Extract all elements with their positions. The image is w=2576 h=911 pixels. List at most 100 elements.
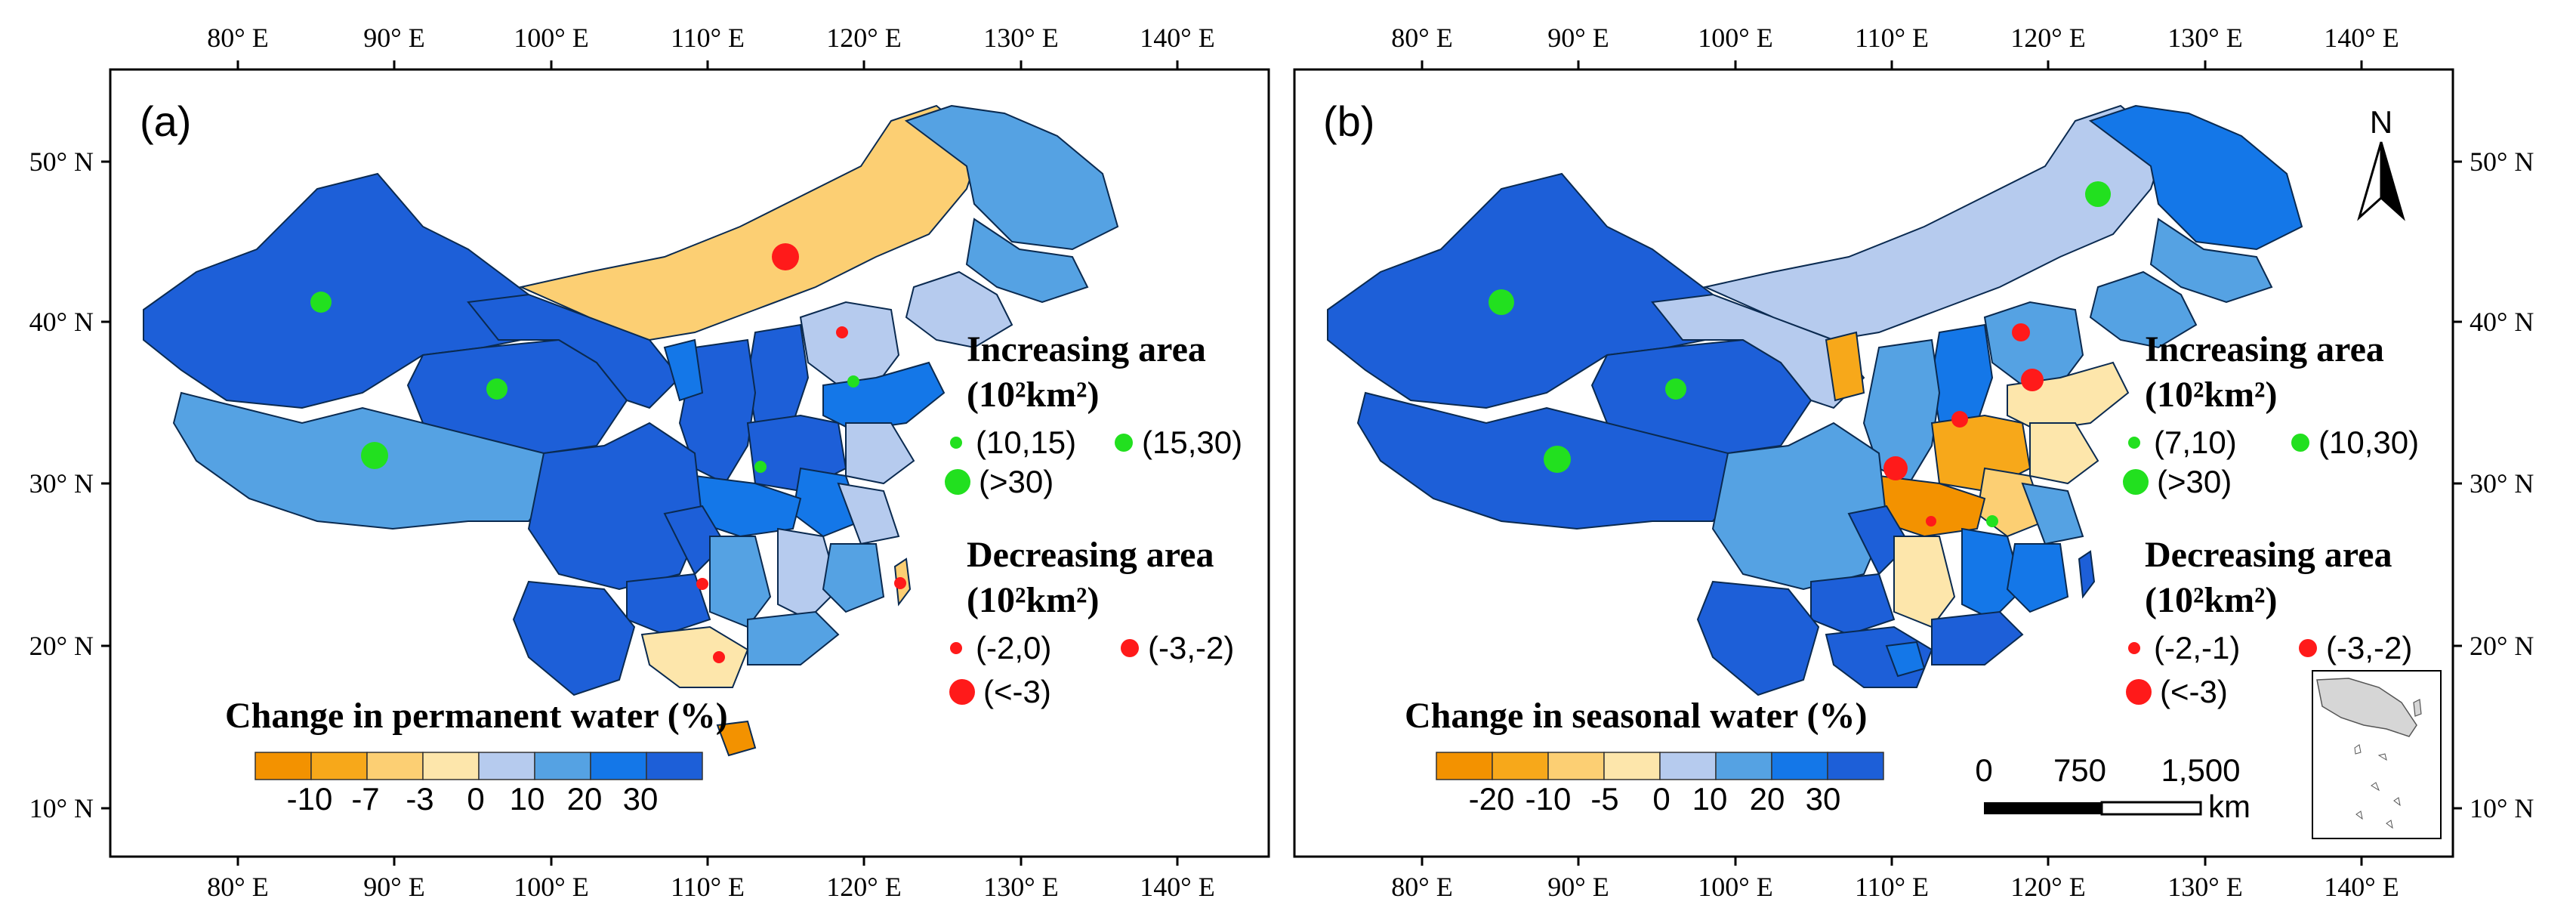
panel-a-label: (a) <box>140 97 191 145</box>
lon-tick-label: 140° E <box>2324 872 2399 902</box>
legend-dot-increase-small <box>2128 437 2140 449</box>
region-gansu <box>1651 293 1865 409</box>
lon-tick-label: 110° E <box>671 872 745 902</box>
color-swatch <box>1492 752 1549 780</box>
legend-dot-decrease-large <box>2126 679 2152 705</box>
scale-label: -10 <box>287 781 333 817</box>
color-swatch <box>1603 752 1661 780</box>
legend-label: (10,30) <box>2318 425 2419 460</box>
region-guangxi <box>640 625 749 688</box>
region-taiwan <box>2078 550 2096 599</box>
lon-tick-label: 120° E <box>826 872 901 902</box>
panel-b-legend-title: Change in seasonal water (%) <box>1405 696 1867 736</box>
lat-tick-label: 20° N <box>29 631 94 661</box>
color-swatch <box>1547 752 1605 780</box>
legend-label: (7,10) <box>2154 425 2237 460</box>
panel-b-map <box>1327 104 2303 696</box>
lon-tick-label: 100° E <box>1698 23 1772 53</box>
scale-bar-unit: km <box>2208 789 2251 824</box>
lon-tick-label: 80° E <box>1391 23 1452 53</box>
color-swatch <box>255 752 312 780</box>
lon-tick-label: 120° E <box>826 23 901 53</box>
marker-decrease <box>836 326 848 338</box>
lon-tick-label: 100° E <box>514 872 588 902</box>
region-qinghai <box>406 338 628 455</box>
panel-a-lon-ticks-bottom: 80° E 90° E 100° E 110° E 120° E 130° E … <box>207 857 1215 902</box>
marker-increase <box>754 461 767 473</box>
panel-b-size-legend: Increasing area (10²km²) (7,10) (10,30) … <box>2123 329 2419 709</box>
legend-label: (<-3) <box>983 674 1051 709</box>
scale-bar-white <box>2100 801 2202 816</box>
panel-b-color-scale <box>1436 752 1884 780</box>
increasing-heading: Increasing area <box>2145 329 2384 369</box>
legend-dot-decrease-small <box>2128 642 2140 654</box>
marker-increase <box>847 375 859 388</box>
region-hainan <box>1885 641 1926 678</box>
marker-decrease <box>713 651 725 663</box>
region-jiangxi <box>1961 527 2024 621</box>
region-qinghai <box>1590 338 1812 455</box>
region-fujian <box>2006 543 2069 613</box>
lon-tick-label: 120° E <box>2010 872 2085 902</box>
lon-tick-label: 130° E <box>983 23 1058 53</box>
color-swatch <box>1436 752 1493 780</box>
region-heilongjiang <box>904 104 1119 251</box>
north-arrow-label: N <box>2370 104 2392 140</box>
region-yunnan <box>1696 580 1820 696</box>
lat-tick-label: 30° N <box>2470 468 2534 499</box>
increasing-unit: (10²km²) <box>967 375 1099 415</box>
scale-bar-tick: 750 <box>2053 752 2106 788</box>
color-swatch <box>1659 752 1717 780</box>
color-swatch <box>646 752 703 780</box>
legend-dot-increase-large <box>945 469 970 495</box>
scale-bar: 0 750 1,500 km <box>1975 752 2251 824</box>
inset-map <box>2312 670 2442 839</box>
lon-tick-label: 140° E <box>1140 23 1214 53</box>
scale-label: -20 <box>1469 781 1515 817</box>
legend-label: (-3,-2) <box>2326 630 2412 665</box>
panel-a-map <box>143 104 1119 757</box>
legend-dot-increase-small <box>950 437 962 449</box>
lat-tick-label: 50° N <box>2470 147 2534 177</box>
panel-a-scale-labels: -10 -7 -3 0 10 20 30 <box>287 781 659 817</box>
lon-tick-label: 130° E <box>2167 872 2242 902</box>
lon-tick-label: 140° E <box>2324 23 2399 53</box>
north-arrow: N <box>2357 104 2405 221</box>
region-hunan <box>709 536 772 628</box>
region-hainan <box>716 720 757 757</box>
region-guangdong <box>747 610 840 665</box>
color-swatch <box>1715 752 1772 780</box>
legend-label: (>30) <box>979 464 1054 499</box>
scale-label: 20 <box>1750 781 1785 817</box>
color-swatch <box>478 752 535 780</box>
panel-a-lon-ticks-top: 80° E 90° E 100° E 110° E 120° E 130° E … <box>207 23 1215 69</box>
region-zhejiang <box>837 482 900 545</box>
region-guizhou <box>1810 573 1896 636</box>
region-heilongjiang <box>2088 104 2303 251</box>
region-guizhou <box>626 573 711 636</box>
lon-tick-label: 110° E <box>1855 23 1929 53</box>
legend-dot-decrease-large <box>949 679 975 705</box>
lon-tick-label: 100° E <box>514 23 588 53</box>
color-swatch <box>366 752 424 780</box>
marker-decrease <box>2021 369 2044 391</box>
marker-decrease <box>696 578 708 590</box>
lon-tick-label: 90° E <box>363 23 424 53</box>
lat-tick-label: 10° N <box>2470 793 2534 823</box>
panel-a-markers <box>310 243 906 663</box>
marker-decrease <box>1883 456 1908 480</box>
legend-label: (15,30) <box>1142 425 1242 460</box>
lon-tick-label: 100° E <box>1698 872 1772 902</box>
legend-label: (>30) <box>2157 464 2232 499</box>
panel-b-markers <box>1489 181 2111 527</box>
region-liaoning <box>2089 270 2198 349</box>
increasing-unit: (10²km²) <box>2145 375 2277 415</box>
decreasing-heading: Decreasing area <box>2145 535 2392 575</box>
region-ningxia <box>1825 331 1865 402</box>
region-hunan <box>1893 536 1956 628</box>
panel-a-legend-title: Change in permanent water (%) <box>225 696 728 736</box>
region-gansu <box>467 293 681 409</box>
legend-label: (<-3) <box>2160 674 2228 709</box>
legend-dot-decrease-medium <box>1121 639 1139 657</box>
